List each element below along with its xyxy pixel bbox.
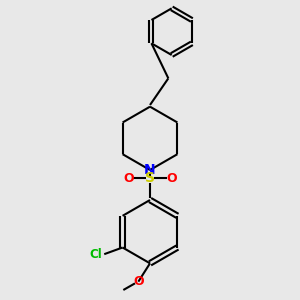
Text: Cl: Cl bbox=[90, 248, 103, 261]
Text: N: N bbox=[144, 163, 156, 177]
Text: O: O bbox=[123, 172, 134, 185]
Text: S: S bbox=[145, 171, 155, 185]
Text: O: O bbox=[133, 275, 144, 288]
Text: O: O bbox=[167, 172, 177, 185]
